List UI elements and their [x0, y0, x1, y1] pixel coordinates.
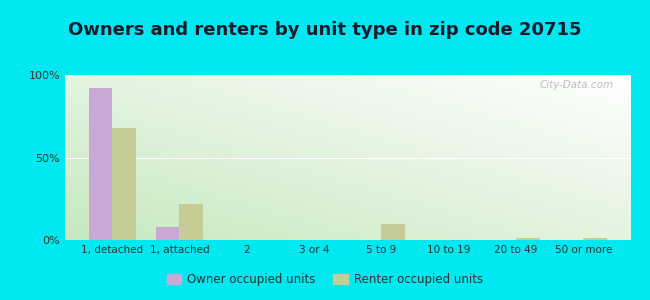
- Text: City-Data.com: City-Data.com: [540, 80, 614, 90]
- Bar: [88, 88, 112, 240]
- Legend: Owner occupied units, Renter occupied units: Owner occupied units, Renter occupied un…: [162, 269, 488, 291]
- Bar: [584, 238, 607, 240]
- Text: Owners and renters by unit type in zip code 20715: Owners and renters by unit type in zip c…: [68, 21, 582, 39]
- Bar: [112, 128, 136, 240]
- Bar: [516, 238, 540, 240]
- Bar: [382, 224, 405, 240]
- Bar: [179, 204, 203, 240]
- Bar: [156, 227, 179, 240]
